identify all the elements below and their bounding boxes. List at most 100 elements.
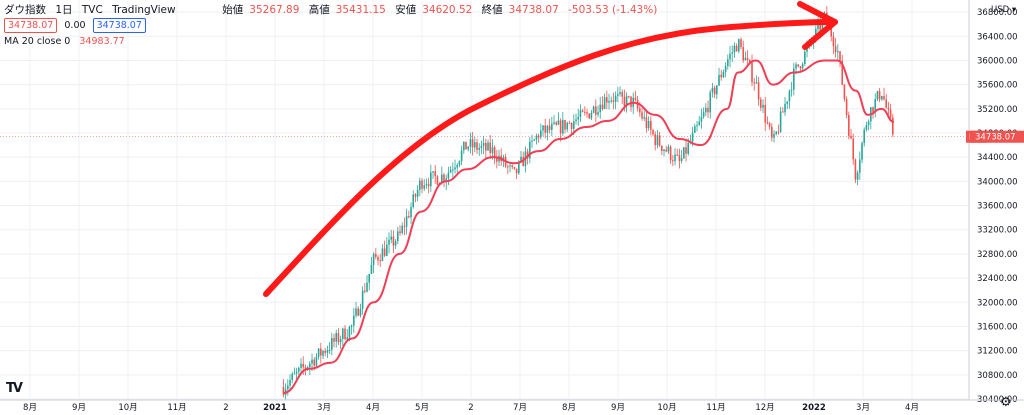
candle-body bbox=[467, 146, 470, 150]
candle-body bbox=[326, 350, 329, 353]
candle-body bbox=[370, 264, 373, 275]
candle-body bbox=[819, 23, 822, 31]
candle-body bbox=[740, 39, 742, 48]
price-pills: 34738.07 0.00 34738.07 bbox=[4, 18, 150, 33]
candle-body bbox=[735, 45, 738, 52]
candle-body bbox=[768, 123, 771, 127]
candle-body bbox=[317, 348, 320, 357]
currency-label: USD ▾ bbox=[991, 5, 1017, 15]
interval-label[interactable]: 1日 bbox=[55, 4, 73, 16]
candle-body bbox=[575, 119, 577, 122]
candle-body bbox=[322, 350, 324, 356]
candle-body bbox=[412, 194, 415, 208]
candle-body bbox=[839, 51, 841, 61]
candle-body bbox=[848, 114, 850, 136]
candle-body bbox=[817, 23, 819, 29]
candle-body bbox=[390, 236, 393, 240]
buy-price-pill[interactable]: 34738.07 bbox=[92, 18, 146, 33]
x-tick-label: 3月 bbox=[317, 403, 331, 413]
candle-body bbox=[874, 99, 877, 113]
indicator-legend[interactable]: MA 20 close 0 34983.77 bbox=[4, 36, 125, 47]
candle-body bbox=[658, 135, 661, 146]
candle-body bbox=[355, 308, 357, 316]
candle-body bbox=[775, 131, 778, 135]
y-tick-label: 35600.00 bbox=[977, 81, 1018, 91]
candle-body bbox=[485, 142, 487, 151]
platform-label: TradingView bbox=[112, 4, 176, 16]
candle-body bbox=[487, 142, 489, 151]
candle-body bbox=[348, 326, 351, 338]
candle-body bbox=[654, 134, 657, 146]
candle-body bbox=[742, 47, 745, 61]
ohlc-low-value: 34620.52 bbox=[422, 4, 473, 16]
y-tick-label: 32800.00 bbox=[977, 250, 1018, 260]
candle-body bbox=[625, 96, 628, 106]
candle-body bbox=[766, 122, 769, 124]
candle-body bbox=[452, 169, 454, 171]
candle-body bbox=[590, 112, 593, 119]
candle-body bbox=[544, 125, 547, 133]
candle-body bbox=[599, 104, 602, 113]
candle-body bbox=[687, 142, 690, 154]
spread-value: 0.00 bbox=[64, 20, 86, 31]
candle-body bbox=[782, 111, 784, 113]
ohlc-open-value: 35267.89 bbox=[249, 4, 300, 16]
candle-body bbox=[515, 168, 518, 174]
candle-body bbox=[471, 139, 474, 148]
candle-body bbox=[434, 171, 437, 177]
candle-body bbox=[672, 160, 674, 162]
candle-body bbox=[328, 349, 331, 351]
candle-body bbox=[309, 363, 311, 368]
candle-body bbox=[661, 145, 663, 152]
candle-body bbox=[676, 154, 679, 156]
x-tick-label: 10月 bbox=[118, 403, 137, 413]
gear-icon[interactable]: ⚙ bbox=[1000, 395, 1012, 410]
candle-body bbox=[608, 100, 610, 103]
candle-body bbox=[610, 100, 613, 102]
candle-body bbox=[694, 126, 696, 133]
candle-body bbox=[790, 89, 793, 91]
candle-body bbox=[757, 82, 760, 100]
symbol-name[interactable]: ダウ指数 bbox=[4, 4, 46, 16]
candle-body bbox=[852, 138, 855, 160]
y-tick-label: 33600.00 bbox=[977, 202, 1018, 212]
candle-body bbox=[304, 367, 307, 369]
candle-body bbox=[579, 110, 582, 117]
ohlc-high-value: 35431.15 bbox=[335, 4, 386, 16]
candle-body bbox=[344, 328, 346, 340]
candle-body bbox=[379, 260, 382, 262]
candle-body bbox=[372, 253, 375, 265]
y-tick-label: 34000.00 bbox=[977, 177, 1018, 187]
candle-body bbox=[696, 125, 698, 127]
candle-body bbox=[399, 231, 401, 234]
candle-body bbox=[889, 109, 892, 118]
y-tick-label: 36800.00 bbox=[977, 8, 1018, 18]
candle-body bbox=[755, 82, 758, 84]
candle-body bbox=[797, 64, 800, 67]
candle-body bbox=[342, 328, 344, 339]
candle-body bbox=[531, 140, 533, 142]
y-tick-label: 34400.00 bbox=[977, 153, 1018, 163]
sell-price-pill[interactable]: 34738.07 bbox=[4, 18, 58, 33]
candle-body bbox=[656, 135, 659, 146]
candle-body bbox=[463, 141, 465, 151]
candle-body bbox=[614, 95, 617, 102]
ma-20-line bbox=[283, 59, 895, 394]
candle-body bbox=[760, 99, 762, 108]
candle-body bbox=[337, 333, 340, 343]
candle-body bbox=[603, 97, 606, 109]
candle-body bbox=[859, 159, 861, 173]
y-tick-label: 33200.00 bbox=[977, 226, 1018, 236]
candle-body bbox=[335, 333, 338, 342]
candle-body bbox=[674, 154, 676, 162]
candle-body bbox=[562, 119, 564, 134]
candle-body bbox=[887, 107, 890, 110]
candle-body bbox=[520, 156, 522, 162]
candle-body bbox=[643, 117, 646, 119]
candle-body bbox=[634, 97, 637, 100]
y-tick-label: 32000.00 bbox=[977, 298, 1018, 308]
ohlc-change-value: -503.53 (-1.43%) bbox=[568, 4, 658, 16]
candle-body bbox=[592, 106, 595, 113]
candle-body bbox=[377, 256, 379, 261]
